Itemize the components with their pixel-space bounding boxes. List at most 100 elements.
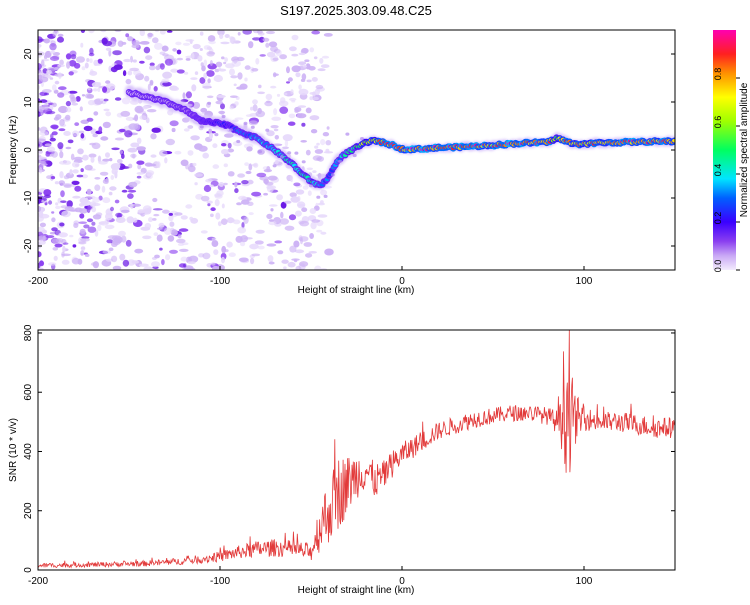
noise-blob [258, 84, 262, 89]
noise-blob [123, 58, 132, 63]
noise-blob [273, 128, 279, 132]
noise-blob [296, 113, 307, 119]
noise-blob [110, 206, 114, 212]
noise-blob [283, 266, 287, 270]
noise-blob [45, 152, 50, 157]
noise-blob [127, 189, 137, 193]
noise-blob [274, 160, 279, 165]
noise-blob [291, 53, 299, 57]
noise-blob [293, 240, 300, 248]
noise-blob [310, 221, 317, 230]
noise-blob [238, 257, 249, 263]
noise-blob [275, 49, 282, 57]
noise-blob [301, 122, 306, 127]
noise-blob [149, 81, 154, 86]
noise-blob [152, 208, 163, 211]
noise-blob [187, 125, 194, 129]
noise-blob [93, 111, 99, 116]
noise-blob [55, 202, 59, 206]
noise-blob [314, 265, 322, 270]
noise-blob [207, 203, 211, 207]
noise-blob [80, 30, 85, 33]
noise-blob [218, 182, 224, 187]
noise-blob [182, 42, 191, 46]
noise-blob [289, 46, 297, 52]
noise-blob [236, 86, 246, 90]
noise-blob [252, 99, 258, 105]
noise-blob [323, 185, 332, 189]
noise-blob [295, 189, 305, 195]
noise-blob [200, 230, 208, 234]
noise-blob [306, 167, 313, 171]
ridge-side-blob [265, 128, 270, 132]
y-tick-label: 200 [23, 502, 34, 519]
noise-blob [102, 40, 113, 47]
ridge-side-blob [360, 137, 364, 141]
noise-blob [286, 66, 290, 74]
noise-blob [284, 200, 292, 204]
noise-blob [51, 238, 62, 244]
noise-blob [227, 142, 232, 149]
noise-blob [251, 68, 259, 72]
noise-blob [146, 109, 157, 113]
noise-blob [186, 267, 196, 270]
noise-blob [113, 236, 123, 244]
noise-blob [298, 88, 309, 96]
noise-blob [65, 146, 72, 150]
noise-blob [100, 136, 109, 141]
noise-blob [234, 181, 238, 188]
noise-blob [38, 63, 42, 70]
noise-blob [228, 218, 236, 222]
noise-blob [305, 107, 312, 114]
noise-blob [64, 206, 74, 212]
noise-blob [144, 162, 153, 167]
noise-blob [224, 133, 234, 138]
noise-blob [190, 77, 198, 80]
noise-blob [174, 212, 183, 216]
noise-blob [159, 149, 168, 157]
noise-blob [209, 184, 214, 188]
noise-blob [287, 77, 293, 82]
noise-blob [192, 101, 201, 109]
noise-blob [322, 132, 330, 137]
noise-blob [300, 78, 306, 82]
noise-blob [132, 42, 143, 45]
noise-blob [164, 157, 168, 164]
noise-blob [40, 76, 49, 83]
noise-blob [66, 200, 73, 208]
noise-blob [98, 126, 103, 133]
noise-blob [58, 105, 68, 114]
noise-blob [153, 86, 158, 92]
noise-blob [74, 122, 80, 126]
noise-blob [108, 49, 112, 57]
noise-blob [117, 40, 124, 47]
noise-blob [49, 231, 57, 235]
noise-blob [121, 153, 125, 159]
noise-blob [263, 192, 268, 196]
spectrogram-x-ticks: -200 -100 0 100 [28, 266, 593, 287]
noise-blob [306, 79, 312, 83]
noise-blob [320, 189, 328, 196]
noise-blob [59, 222, 65, 227]
noise-blob [255, 58, 260, 65]
noise-blob [77, 148, 84, 155]
noise-blob [248, 163, 253, 171]
noise-blob [207, 78, 211, 84]
noise-blob [200, 107, 208, 113]
snr-y-ticks: 0 200 400 600 800 [23, 324, 675, 573]
noise-blob [45, 235, 55, 239]
noise-blob [293, 259, 298, 263]
noise-blob [170, 68, 179, 73]
noise-blob [110, 175, 115, 180]
noise-blob [234, 117, 244, 120]
noise-blob [103, 108, 110, 112]
noise-blob [38, 149, 43, 154]
noise-blob [144, 105, 150, 109]
noise-blob [294, 109, 299, 113]
noise-blob [91, 81, 101, 88]
noise-blob [203, 72, 208, 80]
noise-blob [208, 40, 216, 45]
noise-blob [277, 250, 284, 255]
colorbar-ticks: 0.0 0.2 0.4 0.6 0.8 [713, 68, 740, 272]
ridge-side-blob [272, 164, 277, 168]
